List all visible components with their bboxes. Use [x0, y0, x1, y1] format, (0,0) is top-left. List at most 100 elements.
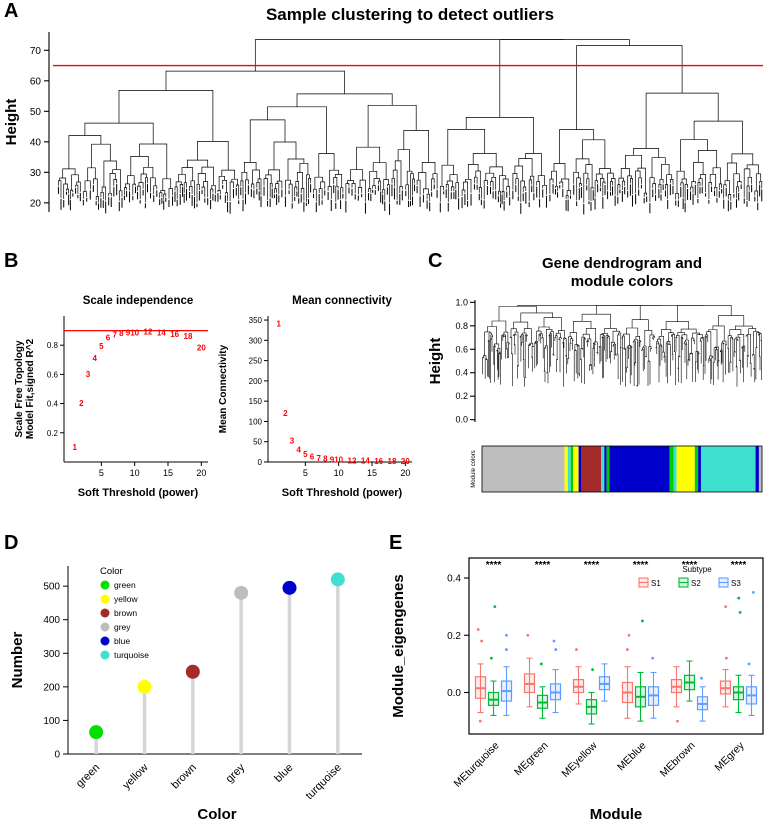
panel-a-label: A: [4, 0, 19, 22]
svg-text:15: 15: [367, 468, 377, 478]
svg-text:10: 10: [334, 456, 343, 465]
panel-d-module-sizes: D 0 100 200 300 400 500 green yellow brown grey bl…: [0, 532, 385, 827]
panel-c-label: C: [428, 250, 443, 272]
svg-text:blue: blue: [272, 762, 295, 785]
svg-text:MEbrown: MEbrown: [658, 740, 698, 780]
svg-text:Model Fit,signed R^2: Model Fit,signed R^2: [25, 338, 36, 439]
svg-text:grey: grey: [114, 622, 131, 632]
svg-text:Gene dendrogram and: Gene dendrogram and: [542, 255, 702, 272]
svg-text:1: 1: [276, 320, 281, 329]
svg-text:2: 2: [79, 399, 84, 408]
svg-text:0.6: 0.6: [47, 370, 59, 379]
svg-text:Module_eigengenes: Module_eigengenes: [390, 574, 407, 717]
svg-text:Subtype: Subtype: [682, 565, 712, 574]
svg-text:12: 12: [144, 328, 153, 337]
svg-text:200: 200: [43, 682, 60, 693]
svg-text:brown: brown: [169, 762, 199, 792]
svg-text:400: 400: [43, 615, 60, 626]
svg-text:Color: Color: [197, 806, 236, 823]
svg-text:4: 4: [92, 354, 97, 363]
svg-text:18: 18: [184, 332, 193, 341]
svg-text:****: ****: [535, 560, 551, 571]
svg-text:****: ****: [584, 560, 600, 571]
svg-text:5: 5: [99, 342, 104, 351]
svg-text:****: ****: [731, 560, 747, 571]
svg-text:Soft Threshold (power): Soft Threshold (power): [282, 487, 403, 499]
svg-text:16: 16: [374, 457, 383, 466]
svg-text:20: 20: [30, 198, 42, 209]
svg-text:0.4: 0.4: [447, 574, 461, 585]
panel-d-label: D: [4, 532, 19, 554]
svg-text:Mean connectivity: Mean connectivity: [292, 295, 392, 307]
svg-text:Mean Connectivity: Mean Connectivity: [218, 344, 229, 433]
svg-text:7: 7: [316, 454, 321, 463]
svg-text:****: ****: [486, 560, 502, 571]
svg-text:****: ****: [682, 560, 698, 571]
svg-text:Sample clustering to detect ou: Sample clustering to detect outliers: [266, 5, 554, 24]
svg-text:30: 30: [30, 168, 42, 179]
svg-text:50: 50: [30, 107, 42, 118]
svg-text:250: 250: [249, 357, 263, 366]
svg-text:S1: S1: [651, 579, 661, 588]
svg-text:2: 2: [283, 409, 288, 418]
svg-text:S3: S3: [731, 579, 741, 588]
svg-text:100: 100: [249, 417, 263, 426]
svg-text:10: 10: [334, 468, 344, 478]
svg-text:MEgreen: MEgreen: [512, 740, 551, 779]
svg-text:20: 20: [197, 344, 206, 353]
svg-text:10: 10: [130, 328, 139, 337]
module-size-lollipop-chart: 0 100 200 300 400 500 green yellow brown grey blue…: [9, 566, 362, 823]
svg-text:300: 300: [43, 649, 60, 660]
svg-text:7: 7: [112, 330, 117, 339]
svg-text:20: 20: [400, 468, 410, 478]
sample-clustering-dendrogram-chart: Sample clustering to detect outliers 20 30…: [3, 5, 763, 215]
svg-text:Module: Module: [590, 806, 643, 823]
svg-text:brown: brown: [114, 608, 137, 618]
svg-text:8: 8: [323, 455, 328, 464]
svg-text:0.4: 0.4: [47, 400, 59, 409]
svg-text:blue: blue: [114, 636, 130, 646]
svg-text:20: 20: [196, 468, 206, 478]
svg-text:60: 60: [30, 76, 42, 87]
svg-text:350: 350: [249, 316, 263, 325]
svg-text:MEyellow: MEyellow: [559, 739, 600, 780]
svg-text:turquoise: turquoise: [114, 650, 149, 660]
svg-text:40: 40: [30, 137, 42, 148]
svg-text:yellow: yellow: [114, 594, 138, 604]
svg-text:Module colors: Module colors: [471, 450, 477, 487]
panel-a-sample-clustering: A Sample clustering to detect outliers 20…: [0, 0, 771, 250]
panel-b-label: B: [4, 250, 19, 272]
svg-text:1.0: 1.0: [455, 297, 468, 307]
svg-text:14: 14: [157, 328, 166, 337]
svg-text:Soft Threshold (power): Soft Threshold (power): [78, 487, 199, 499]
svg-text:0.4: 0.4: [455, 368, 468, 378]
svg-text:18: 18: [388, 457, 397, 466]
svg-text:3: 3: [290, 436, 295, 445]
svg-text:200: 200: [249, 377, 263, 386]
svg-text:0.2: 0.2: [455, 391, 468, 401]
svg-text:0: 0: [54, 750, 60, 761]
svg-text:0.8: 0.8: [455, 321, 468, 331]
svg-text:9: 9: [330, 455, 335, 464]
svg-text:Height: Height: [427, 338, 444, 385]
svg-text:****: ****: [633, 560, 649, 571]
svg-text:0.2: 0.2: [447, 631, 461, 642]
module-eigengenes-boxplot-chart: 0.0 0.2 0.4 **** MEturquoise **** MEgreen **** M…: [390, 557, 764, 823]
svg-text:0.6: 0.6: [455, 344, 468, 354]
svg-text:module colors: module colors: [571, 273, 674, 290]
svg-text:MEgrey: MEgrey: [713, 739, 748, 774]
svg-text:14: 14: [361, 457, 370, 466]
svg-text:S2: S2: [691, 579, 701, 588]
svg-text:Scale Free Topology: Scale Free Topology: [14, 340, 25, 437]
svg-text:12: 12: [348, 456, 357, 465]
svg-text:Color: Color: [100, 566, 123, 577]
svg-text:4: 4: [296, 445, 301, 454]
svg-text:100: 100: [43, 716, 60, 727]
svg-text:8: 8: [119, 329, 124, 338]
panel-e-label: E: [389, 532, 403, 554]
svg-text:0.2: 0.2: [47, 429, 59, 438]
panel-c-gene-dendrogram: C Gene dendrogram and module colors 0.0 0.2…: [420, 250, 771, 532]
panel-e-module-eigengenes: E 0.0 0.2 0.4 **** MEturquoise **** MEgreen ***…: [385, 532, 771, 827]
